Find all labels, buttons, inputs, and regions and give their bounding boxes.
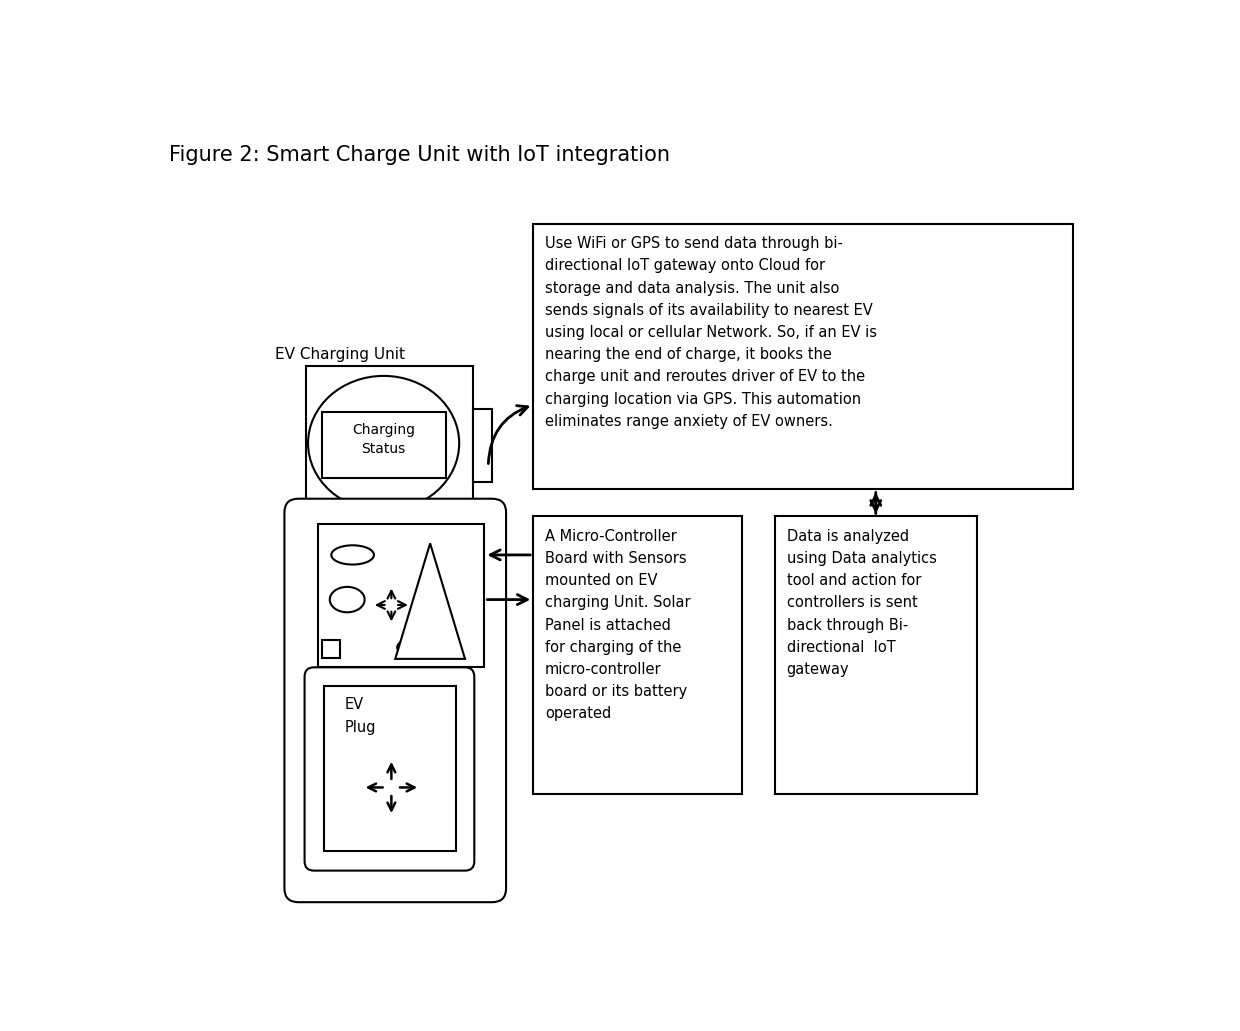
Text: EV Charging Unit: EV Charging Unit [275, 347, 405, 362]
Bar [775, 517, 977, 794]
Ellipse shape [397, 638, 440, 657]
Polygon shape [396, 543, 465, 659]
Bar [317, 524, 485, 667]
Bar [306, 366, 472, 524]
Bar [533, 224, 1074, 490]
Ellipse shape [308, 376, 459, 510]
FancyBboxPatch shape [284, 499, 506, 902]
Ellipse shape [330, 587, 365, 612]
Text: A Micro-Controller
Board with Sensors
mounted on EV
charging Unit. Solar
Panel i: A Micro-Controller Board with Sensors mo… [544, 529, 691, 722]
Text: Figure 2: Smart Charge Unit with IoT integration: Figure 2: Smart Charge Unit with IoT int… [169, 145, 670, 165]
Text: EV
Plug: EV Plug [345, 697, 377, 734]
Text: Charging
Status: Charging Status [352, 423, 415, 456]
Bar [321, 639, 340, 658]
Bar [533, 517, 743, 794]
Text: Data is analyzed
using Data analytics
tool and action for
controllers is sent
ba: Data is analyzed using Data analytics to… [786, 529, 936, 677]
FancyBboxPatch shape [305, 667, 474, 870]
Text: Use WiFi or GPS to send data through bi-
directional IoT gateway onto Cloud for
: Use WiFi or GPS to send data through bi-… [544, 236, 877, 429]
Ellipse shape [331, 545, 374, 565]
Bar [472, 408, 492, 481]
Bar [324, 686, 456, 852]
Bar [321, 412, 445, 478]
